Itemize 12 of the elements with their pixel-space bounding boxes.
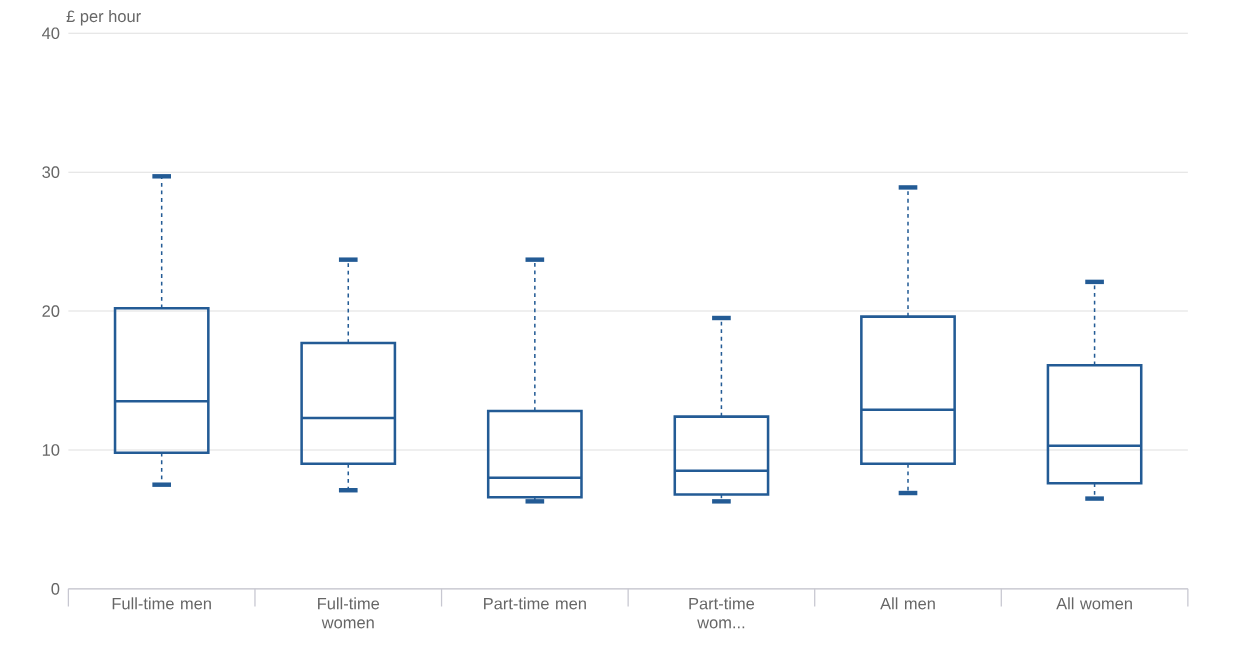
x-tick-label: Full-time women <box>318 597 380 629</box>
y-tick-label: 40 <box>42 27 60 40</box>
x-tick-label: Part-time wom... <box>689 597 755 629</box>
y-tick-label: 20 <box>42 305 60 317</box>
x-tick-label: Full-time men <box>112 597 211 610</box>
x-tick-label: All men <box>880 597 935 610</box>
x-tick-label: Part-time men <box>484 597 586 610</box>
x-tick-label: All women <box>1056 597 1132 610</box>
y-axis-title: £ per hour <box>66 10 141 26</box>
y-tick-label: 30 <box>42 166 60 179</box>
y-tick-label: 10 <box>42 444 60 456</box>
y-tick-label: 0 <box>51 583 60 595</box>
